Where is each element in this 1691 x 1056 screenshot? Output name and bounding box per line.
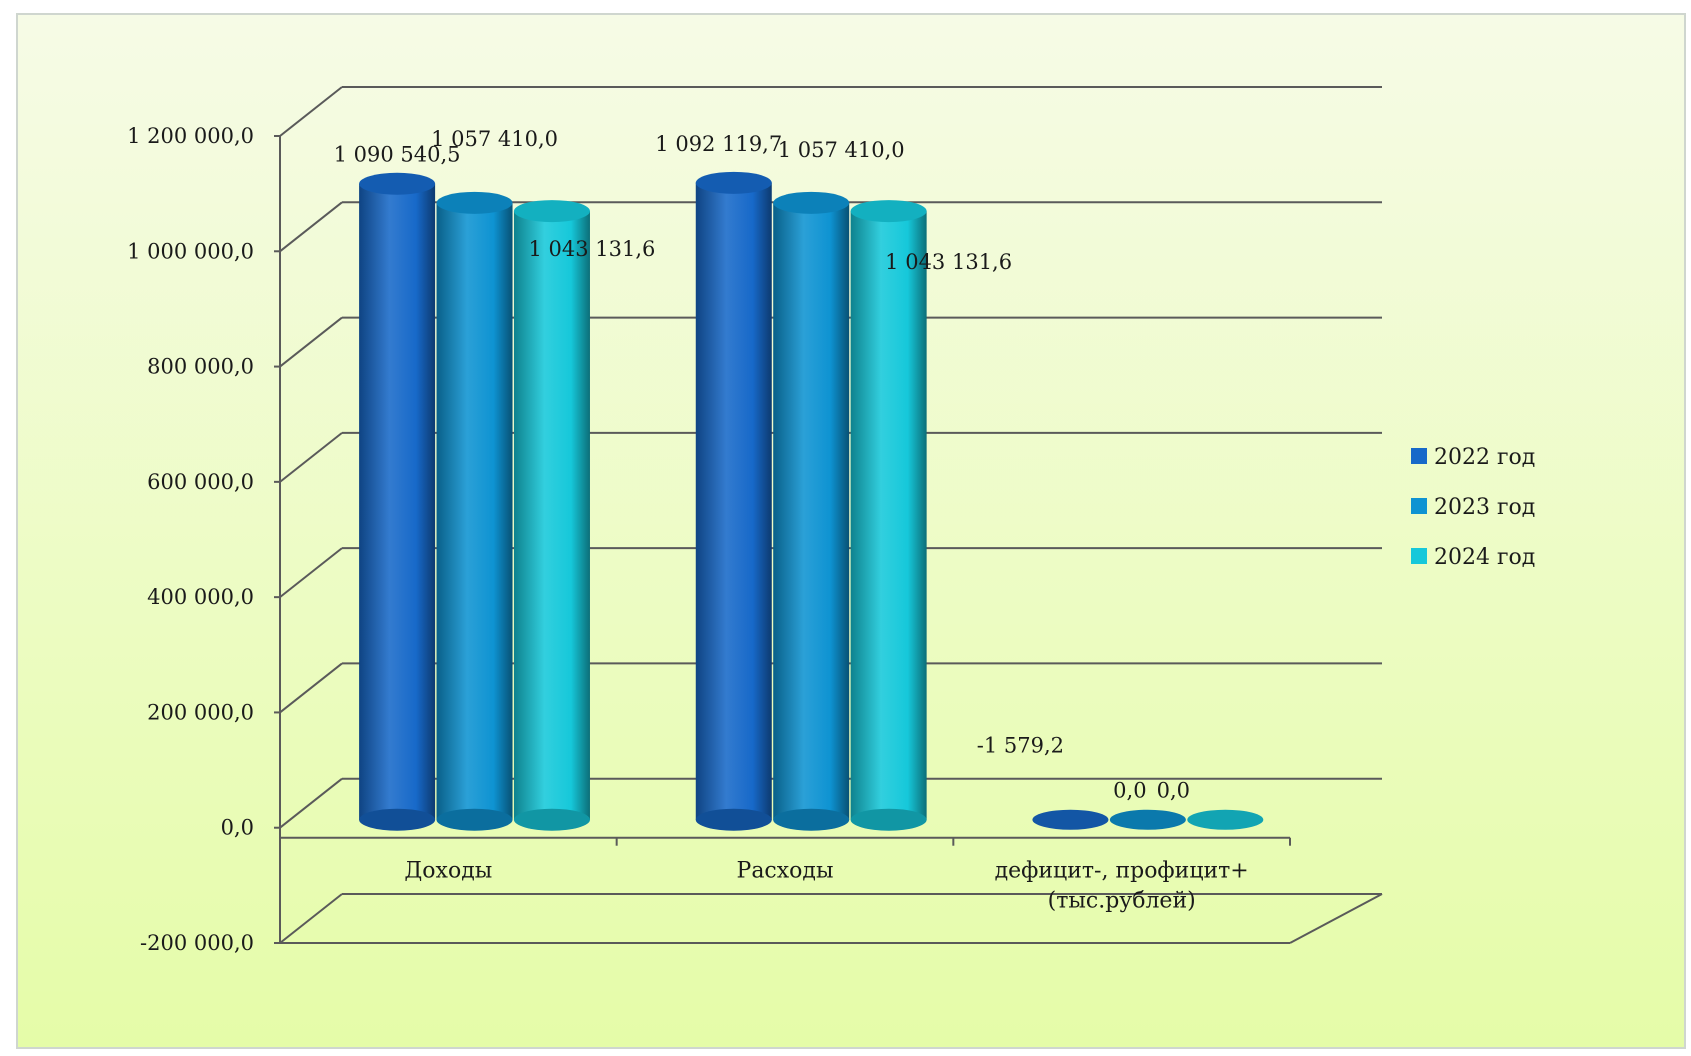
- bar-base-2-1: [850, 808, 927, 831]
- category-label: Доходы: [404, 859, 492, 884]
- bar-top-1-0: [436, 191, 513, 214]
- bars: [359, 171, 1264, 831]
- legend-label: 2023 год: [1434, 495, 1535, 520]
- bar-0-0: [359, 183, 436, 820]
- gridline-side: [279, 201, 343, 253]
- data-label-1-0: 1 057 410,0: [431, 127, 558, 151]
- bar-top-1-1: [773, 191, 850, 214]
- bar-0-1: [695, 182, 772, 820]
- bar-top-0-0: [359, 172, 436, 195]
- bar-base-0-0: [359, 808, 436, 831]
- gridline-side: [279, 547, 343, 598]
- legend-swatch: [1411, 498, 1427, 514]
- legend: 2022 год 2023 год 2024 год: [1411, 445, 1535, 570]
- legend-label: 2024 год: [1434, 545, 1535, 570]
- category-label: (тыс.рублей): [1048, 889, 1196, 914]
- legend-swatch: [1411, 548, 1427, 564]
- legend-swatch: [1411, 448, 1427, 464]
- data-labels: 1 090 540,51 057 410,01 043 131,61 092 1…: [334, 127, 1190, 803]
- bar-top-2-0: [513, 200, 590, 223]
- gridline-side: [279, 86, 343, 137]
- gridline-side: [279, 662, 343, 714]
- y-axis-tick-label: 600 000,0: [147, 470, 254, 494]
- bar-0-2: [1032, 809, 1109, 830]
- bar-top-0-1: [695, 171, 772, 194]
- data-label-2-1: 1 043 131,6: [885, 250, 1012, 274]
- bar-1-2: [1109, 809, 1186, 830]
- bar-base-1-1: [773, 808, 850, 831]
- axes: [279, 136, 1383, 944]
- gridline-side: [279, 316, 343, 368]
- y-axis-tick-label: 200 000,0: [147, 700, 254, 724]
- data-label-1-2: 0,0: [1113, 779, 1146, 803]
- data-label-0-0: 1 090 540,5: [334, 143, 461, 167]
- data-label-2-2: 0,0: [1157, 779, 1190, 803]
- data-label-2-0: 1 043 131,6: [529, 237, 656, 261]
- y-axis-tick-label: 400 000,0: [147, 585, 254, 609]
- data-label-1-1: 1 057 410,0: [778, 138, 905, 162]
- gridline-side: [279, 777, 343, 829]
- bar-base-0-1: [695, 808, 772, 831]
- bar-base-1-0: [436, 808, 513, 831]
- bar-2-0: [513, 211, 590, 820]
- category-labels: Доходы Расходы дефицит-, профицит+ (тыс.руб…: [404, 859, 1248, 914]
- category-label: Расходы: [737, 859, 834, 884]
- floor-right-edge: [1289, 893, 1383, 944]
- gridline-side: [279, 432, 343, 483]
- y-axis-tick-label: 1 200 000,0: [127, 124, 254, 148]
- y-axis-tick-label: -200 000,0: [140, 931, 254, 955]
- bar-2-1: [850, 211, 927, 820]
- bar-base-2-0: [513, 808, 590, 831]
- y-axis-tick-label: 0,0: [221, 816, 254, 840]
- bar-top-2-1: [850, 200, 927, 223]
- category-label: дефицит-, профицит+: [995, 859, 1249, 884]
- gridline-side: [279, 893, 343, 944]
- y-axis-tick-label: 1 000 000,0: [127, 239, 254, 263]
- bar-1-0: [436, 202, 513, 820]
- y-axis-tick-labels: -200 000,0 0,0 200 000,0 400 000,0 600 000,0…: [127, 124, 280, 955]
- bar-2-2: [1187, 809, 1264, 830]
- data-label-0-2: -1 579,2: [977, 734, 1064, 758]
- legend-label: 2022 год: [1434, 445, 1535, 470]
- data-label-0-1: 1 092 119,7: [655, 132, 782, 156]
- y-axis-tick-label: 800 000,0: [147, 355, 254, 379]
- bar-1-1: [773, 202, 850, 820]
